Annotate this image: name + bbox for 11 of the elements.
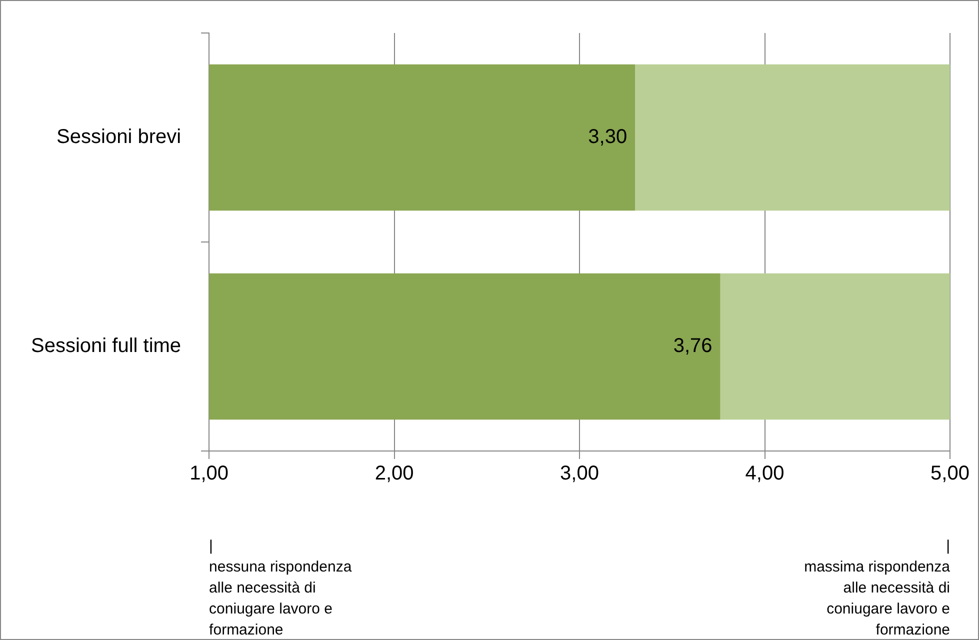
x-tick-label: 4,00: [745, 462, 784, 485]
x-tick-label: 5,00: [930, 462, 970, 485]
text: | nessuna rispondenza alle necessità di coniugare lavoro e formazione: [209, 538, 352, 639]
x-tick-label: 3,00: [560, 462, 599, 485]
data-label: 3,76: [673, 335, 712, 358]
data-label: 3,30: [588, 126, 628, 148]
y-tick-label: Sessioni full time: [30, 335, 182, 358]
text: | massima rispondenza alle necessità di coniugare lavoro e formazione: [804, 538, 951, 639]
y-tick-label: Sessioni brevi: [56, 126, 182, 148]
x-tick-label: 1,00: [190, 462, 229, 485]
x-tick-label: 2,00: [374, 462, 414, 485]
